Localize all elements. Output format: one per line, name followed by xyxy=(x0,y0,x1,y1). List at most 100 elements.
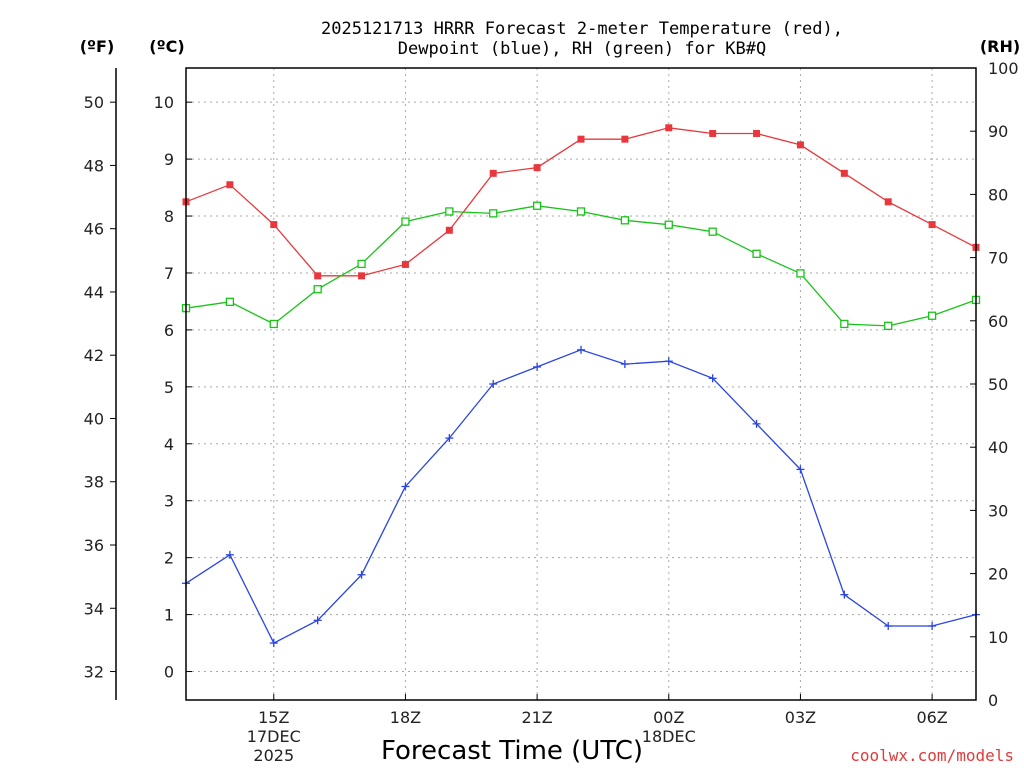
dewpoint-point xyxy=(533,362,542,371)
temperature-point xyxy=(489,169,497,177)
dewpoint-point xyxy=(708,374,717,383)
fahrenheit-axis: 32 34 36 38 40 42 44 46 48 50 xyxy=(84,93,116,682)
rh-tick-label: 100 xyxy=(988,59,1019,78)
series-temperature xyxy=(182,124,980,280)
grid-lines xyxy=(186,68,976,700)
celsius-tick-label: 8 xyxy=(164,207,174,226)
celsius-tick-label: 6 xyxy=(164,321,174,340)
rh-point xyxy=(840,319,849,329)
temperature-point xyxy=(533,164,541,172)
rh-tick-label: 50 xyxy=(988,375,1008,394)
temperature-point xyxy=(928,221,936,229)
fahrenheit-tick-label: 46 xyxy=(84,220,104,239)
rh-tick-label: 70 xyxy=(988,249,1008,268)
dewpoint-point xyxy=(357,570,366,579)
dewpoint-point xyxy=(840,590,849,599)
celsius-axis: 0 1 2 3 4 5 6 7 8 9 10 xyxy=(154,93,192,682)
rh-tick-label: 90 xyxy=(988,122,1008,141)
rh-tick-label: 80 xyxy=(988,185,1008,204)
dewpoint-point xyxy=(313,616,322,625)
time-tick-label: 06Z xyxy=(916,708,947,727)
chart-title-line1: 2025121713 HRRR Forecast 2-meter Tempera… xyxy=(321,19,843,39)
temperature-point xyxy=(314,272,322,280)
rh-tick-label: 10 xyxy=(988,628,1008,647)
fahrenheit-tick-label: 32 xyxy=(84,663,104,682)
rh-point xyxy=(796,269,805,278)
temperature-point xyxy=(884,198,892,206)
rh-tick-label: 60 xyxy=(988,312,1008,331)
year-tick-label: 2025 xyxy=(253,746,294,765)
fahrenheit-tick-label: 34 xyxy=(84,599,104,618)
fahrenheit-tick-label: 40 xyxy=(84,409,104,428)
rh-point xyxy=(401,217,410,226)
credit-label: coolwx.com/models xyxy=(850,746,1014,765)
rh-point xyxy=(313,285,322,294)
dewpoint-point xyxy=(752,419,761,428)
rh-point xyxy=(489,209,498,218)
rh-point xyxy=(532,201,542,210)
rh-tick-label: 0 xyxy=(988,691,998,710)
celsius-tick-label: 2 xyxy=(164,549,174,568)
temperature-point xyxy=(796,141,804,149)
temperature-point xyxy=(753,129,761,137)
temperature-point xyxy=(358,272,366,280)
rh-point xyxy=(752,249,761,258)
x-axis-label: Forecast Time (UTC) xyxy=(381,736,643,766)
plot-frame xyxy=(185,67,977,701)
series-line-rh xyxy=(185,205,977,327)
fahrenheit-tick-label: 36 xyxy=(84,536,104,555)
temperature-point xyxy=(665,124,673,132)
fahrenheit-unit-label: (ºF) xyxy=(80,37,115,56)
celsius-tick-label: 3 xyxy=(164,492,174,511)
temperature-point xyxy=(270,221,278,229)
celsius-tick-label: 4 xyxy=(164,435,174,454)
rh-point xyxy=(884,321,893,331)
rh-point xyxy=(664,220,673,229)
fahrenheit-tick-label: 48 xyxy=(84,156,104,175)
dewpoint-point xyxy=(664,357,673,366)
date-tick-label: 17DEC xyxy=(247,727,301,746)
fahrenheit-tick-label: 42 xyxy=(84,346,104,365)
temperature-point xyxy=(577,135,585,143)
series-dewpoint xyxy=(182,345,980,648)
rh-tick-label: 20 xyxy=(988,565,1008,584)
rh-point xyxy=(620,216,630,225)
temperature-point xyxy=(445,226,453,234)
celsius-tick-label: 9 xyxy=(164,150,174,169)
rh-point xyxy=(576,207,586,216)
time-tick-label: 18Z xyxy=(390,708,421,727)
dewpoint-point xyxy=(884,621,893,630)
dewpoint-point xyxy=(928,621,937,630)
series-line-temperature xyxy=(185,127,977,277)
series-line-dewpoint xyxy=(185,349,977,644)
rh-point xyxy=(927,311,937,320)
rh-point xyxy=(269,319,278,329)
time-tick-label: 00Z xyxy=(653,708,684,727)
temperature-point xyxy=(621,135,629,143)
rh-axis: 0 10 20 30 40 50 60 70 80 90 100 xyxy=(970,59,1019,710)
temperature-point xyxy=(840,169,848,177)
chart-title-line2: Dewpoint (blue), RH (green) for KB#Q xyxy=(398,39,766,59)
fahrenheit-tick-label: 44 xyxy=(84,283,104,302)
time-tick-label: 21Z xyxy=(521,708,552,727)
celsius-tick-label: 10 xyxy=(154,93,174,112)
series-layer xyxy=(181,124,981,648)
dewpoint-point xyxy=(269,639,278,648)
rh-tick-label: 40 xyxy=(988,438,1008,457)
date-tick-label: 18DEC xyxy=(642,727,696,746)
fahrenheit-tick-label: 50 xyxy=(84,93,104,112)
celsius-tick-label: 7 xyxy=(164,264,174,283)
series-rh xyxy=(181,201,981,331)
dewpoint-point xyxy=(225,550,234,559)
celsius-tick-label: 5 xyxy=(164,378,174,397)
dewpoint-point xyxy=(489,380,498,388)
celsius-tick-label: 1 xyxy=(164,606,174,625)
temperature-point xyxy=(709,129,717,137)
dewpoint-point xyxy=(577,345,585,354)
rh-point xyxy=(357,259,366,269)
temperature-point xyxy=(401,260,409,268)
rh-point xyxy=(225,297,235,306)
dewpoint-point xyxy=(620,360,629,369)
